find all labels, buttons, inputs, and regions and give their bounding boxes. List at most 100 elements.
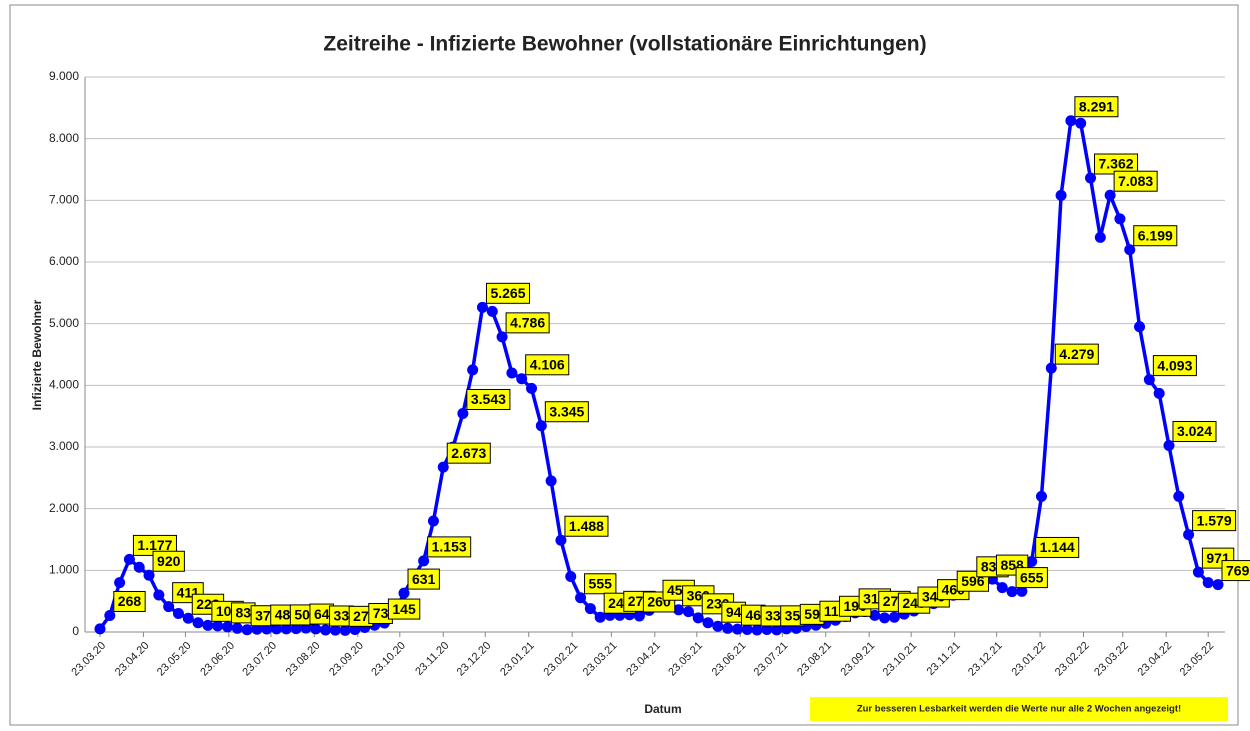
value-label: 1.579 bbox=[1197, 512, 1232, 528]
chart-title: Zeitreihe - Infizierte Bewohner (vollsta… bbox=[323, 33, 926, 56]
value-label: 268 bbox=[118, 593, 142, 609]
data-point bbox=[771, 624, 783, 636]
data-point bbox=[123, 553, 135, 565]
data-point bbox=[702, 617, 714, 629]
y-tick-label: 2.000 bbox=[49, 501, 79, 515]
data-point bbox=[310, 623, 322, 635]
value-label-bg bbox=[1113, 170, 1158, 192]
value-label: 64 bbox=[314, 606, 330, 622]
data-point bbox=[526, 382, 538, 394]
y-tick-label: 3.000 bbox=[49, 439, 79, 453]
data-point bbox=[427, 515, 439, 527]
data-point bbox=[545, 475, 557, 487]
data-point bbox=[869, 609, 881, 621]
value-label: 94 bbox=[726, 604, 742, 620]
data-point bbox=[584, 603, 596, 615]
data-point bbox=[1114, 213, 1126, 225]
data-point bbox=[1085, 172, 1097, 184]
data-point bbox=[202, 619, 214, 631]
value-label: 33 bbox=[334, 608, 350, 624]
data-point bbox=[339, 624, 351, 636]
data-point bbox=[133, 561, 145, 573]
data-point bbox=[731, 623, 743, 635]
value-label-bg bbox=[1035, 536, 1080, 558]
data-point bbox=[163, 601, 175, 613]
value-label-bg bbox=[407, 568, 440, 590]
data-point bbox=[1153, 387, 1165, 399]
value-label: 83 bbox=[235, 605, 251, 621]
value-label: 35 bbox=[785, 608, 801, 624]
value-label: 8.291 bbox=[1079, 98, 1114, 114]
data-point bbox=[143, 569, 155, 581]
value-label: 4.279 bbox=[1059, 346, 1094, 362]
y-tick-label: 7.000 bbox=[49, 193, 79, 207]
value-label-bg bbox=[1221, 560, 1250, 582]
data-point bbox=[712, 620, 724, 632]
value-label: 631 bbox=[412, 571, 436, 587]
value-label: 4.093 bbox=[1157, 357, 1192, 373]
value-label-bg bbox=[1054, 343, 1099, 365]
data-point bbox=[261, 623, 273, 635]
value-label: 3.543 bbox=[471, 391, 506, 407]
value-label-bg bbox=[152, 550, 185, 572]
value-label: 6.199 bbox=[1138, 227, 1173, 243]
note-box bbox=[810, 697, 1228, 721]
data-point bbox=[722, 622, 734, 634]
value-label: 1.144 bbox=[1040, 539, 1075, 555]
value-label: 145 bbox=[392, 601, 416, 617]
data-point bbox=[212, 620, 224, 632]
value-label: 50 bbox=[294, 607, 310, 623]
y-tick-label: 9.000 bbox=[49, 69, 79, 83]
data-point bbox=[673, 604, 685, 616]
value-label-bg bbox=[1015, 567, 1048, 589]
data-point bbox=[496, 331, 508, 343]
value-label-bg bbox=[525, 354, 570, 376]
value-label-bg bbox=[505, 312, 550, 334]
data-point bbox=[182, 612, 194, 624]
data-point bbox=[241, 624, 253, 636]
value-label: 73 bbox=[373, 605, 389, 621]
value-label: 4.786 bbox=[510, 315, 545, 331]
data-point bbox=[192, 617, 204, 629]
data-point bbox=[1104, 189, 1116, 201]
value-label: 37 bbox=[255, 607, 271, 623]
data-point bbox=[1192, 566, 1204, 578]
data-point bbox=[1134, 321, 1146, 333]
data-point bbox=[114, 577, 126, 589]
data-point bbox=[1055, 189, 1067, 201]
data-point bbox=[1183, 529, 1195, 541]
value-label: 27 bbox=[353, 608, 369, 624]
data-point bbox=[398, 587, 410, 599]
value-label: 33 bbox=[765, 608, 781, 624]
note: Zur besseren Lesbarkeit werden die Werte… bbox=[857, 704, 1181, 715]
data-point bbox=[320, 624, 332, 636]
data-point bbox=[1212, 579, 1224, 591]
data-point bbox=[594, 611, 606, 623]
data-point bbox=[1026, 555, 1038, 567]
data-point bbox=[692, 612, 704, 624]
y-tick-label: 6.000 bbox=[49, 254, 79, 268]
data-point bbox=[437, 461, 449, 473]
value-label-bg bbox=[387, 598, 421, 620]
data-point bbox=[104, 609, 116, 621]
value-label-bg bbox=[1133, 225, 1178, 247]
value-label-bg bbox=[544, 401, 589, 423]
data-point bbox=[1173, 490, 1185, 502]
y-tick-label: 0 bbox=[72, 624, 79, 638]
data-point bbox=[996, 582, 1008, 594]
data-point bbox=[486, 305, 498, 317]
value-label: 7.362 bbox=[1099, 156, 1134, 172]
data-point bbox=[516, 373, 528, 385]
data-point bbox=[476, 301, 488, 313]
data-point bbox=[1094, 231, 1106, 243]
value-label-bg bbox=[1172, 421, 1217, 443]
value-label-bg bbox=[485, 282, 531, 304]
data-point bbox=[457, 408, 469, 420]
data-point bbox=[535, 420, 547, 432]
data-point bbox=[555, 534, 567, 546]
value-label: 1.488 bbox=[569, 518, 604, 534]
y-axis-label: Infizierte Bewohner bbox=[30, 299, 44, 410]
value-label: 1.177 bbox=[137, 537, 172, 553]
value-label: 5.265 bbox=[490, 285, 525, 301]
data-point bbox=[172, 608, 184, 619]
